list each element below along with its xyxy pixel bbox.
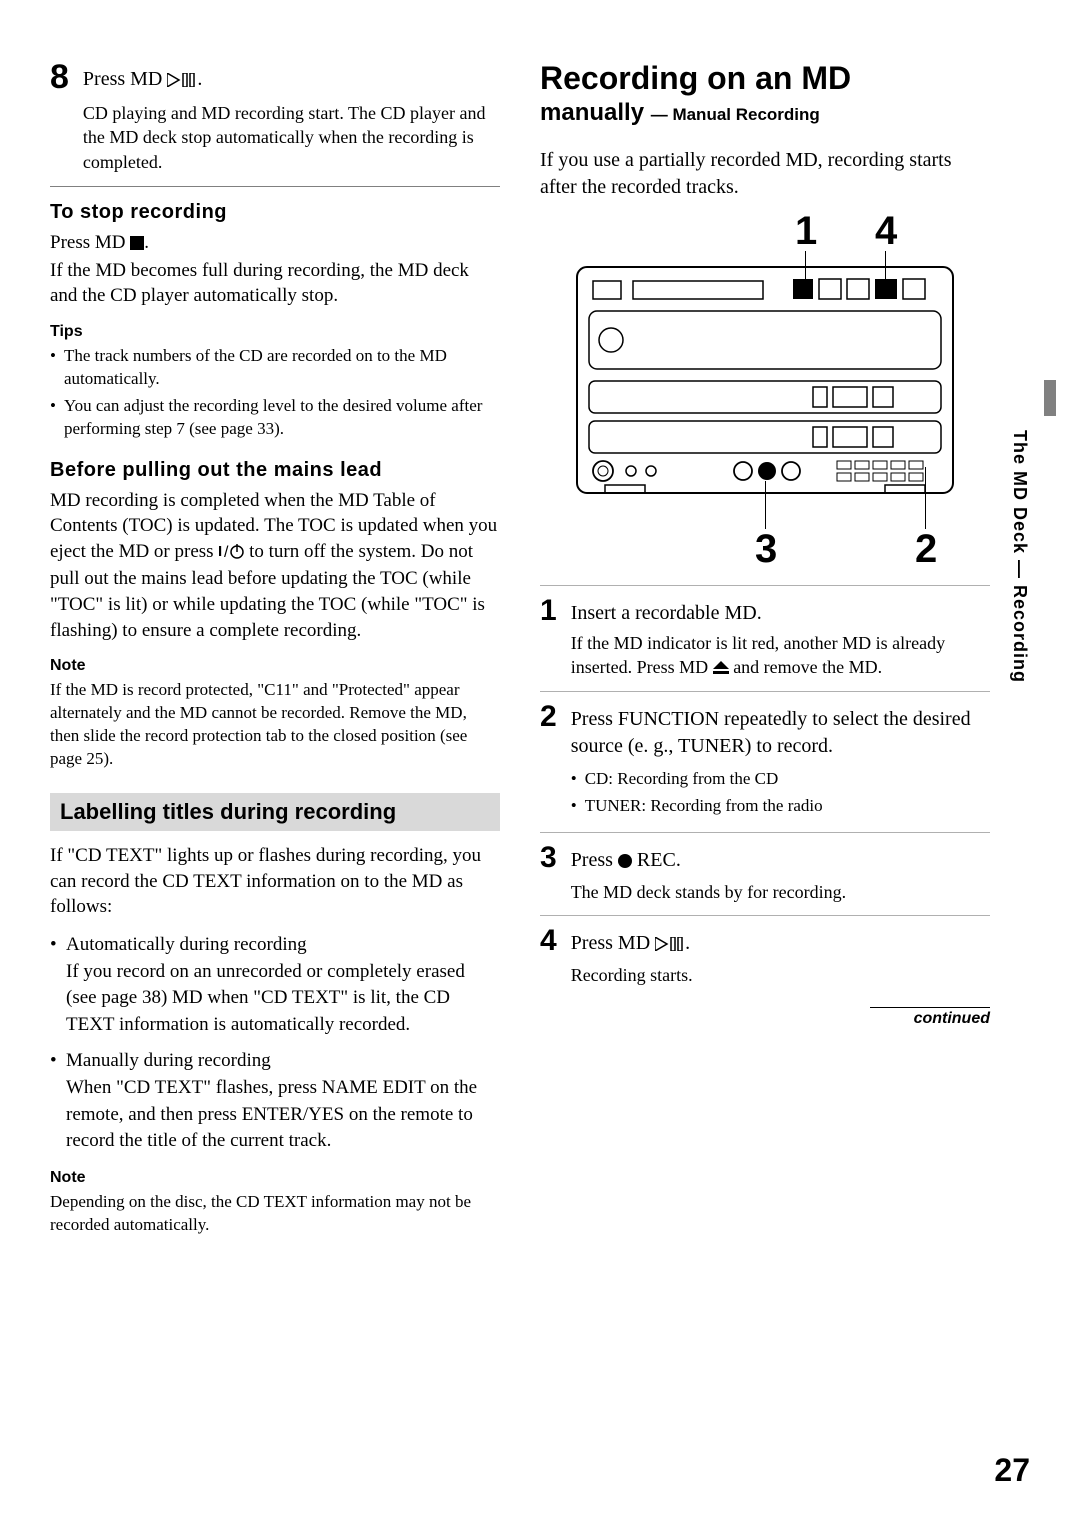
step-r1-number: 1 bbox=[540, 596, 557, 682]
side-section-label: The MD Deck — Recording bbox=[1009, 430, 1030, 683]
page-content: 8 Press MD . CD playing and MD recording… bbox=[50, 60, 1030, 1237]
step-r4-detail: Recording starts. bbox=[571, 963, 693, 987]
note-1-heading: Note bbox=[50, 657, 500, 675]
step-r2-action: Press FUNCTION repeatedly to select the … bbox=[571, 706, 990, 760]
rule-r3 bbox=[540, 832, 990, 833]
stop-press-prefix: Press MD bbox=[50, 232, 130, 253]
step-r1-action: Insert a recordable MD. bbox=[571, 600, 990, 627]
step-r1: 1 Insert a recordable MD. If the MD indi… bbox=[540, 596, 990, 682]
step-r1-detail: If the MD indicator is lit red, another … bbox=[571, 631, 990, 682]
callout-3: 3 bbox=[755, 527, 777, 572]
eject-icon bbox=[713, 657, 729, 681]
step-r2-body: Press FUNCTION repeatedly to select the … bbox=[571, 702, 990, 822]
step-8-action: Press MD . bbox=[83, 66, 500, 95]
labelling-item-2-body: When "CD TEXT" flashes, press NAME EDIT … bbox=[66, 1077, 477, 1151]
step-r3-action: Press REC. bbox=[571, 847, 846, 876]
svg-text:I: I bbox=[218, 543, 222, 559]
step-8: 8 Press MD . CD playing and MD recording… bbox=[50, 60, 500, 174]
step-r3-number: 3 bbox=[540, 843, 557, 904]
step-r2-bullets: CD: Recording from the CD TUNER: Recordi… bbox=[571, 768, 990, 818]
stop-press-suffix: . bbox=[144, 232, 149, 253]
step-r4: 4 Press MD . Recording starts. bbox=[540, 926, 990, 987]
labelling-intro: If "CD TEXT" lights up or flashes during… bbox=[50, 843, 500, 920]
labelling-item-2-lead: Manually during recording bbox=[66, 1050, 271, 1071]
page-number: 27 bbox=[994, 1452, 1030, 1489]
sub-title-bold: manually bbox=[540, 99, 644, 126]
tips-list: The track numbers of the CD are recorded… bbox=[50, 345, 500, 441]
step-r4-action-suffix: . bbox=[685, 932, 690, 954]
step-r4-action-prefix: Press MD bbox=[571, 932, 655, 954]
rule-r2 bbox=[540, 691, 990, 692]
rule-r1 bbox=[540, 585, 990, 586]
side-tab-marker bbox=[1044, 380, 1056, 416]
step-r4-action: Press MD . bbox=[571, 930, 693, 959]
step-r3-action-mid: REC. bbox=[632, 849, 681, 871]
step-r4-body: Press MD . Recording starts. bbox=[571, 926, 693, 987]
step-8-number: 8 bbox=[50, 60, 69, 174]
right-column: Recording on an MD manually — Manual Rec… bbox=[540, 60, 990, 1237]
main-title: Recording on an MD bbox=[540, 60, 990, 97]
callout-4: 4 bbox=[875, 209, 897, 254]
before-mains-heading: Before pulling out the mains lead bbox=[50, 459, 500, 482]
tips-heading: Tips bbox=[50, 323, 500, 341]
power-icon: I/ bbox=[218, 541, 244, 567]
tip-item-1: The track numbers of the CD are recorded… bbox=[50, 345, 500, 391]
step-r2-bullet-1: CD: Recording from the CD bbox=[571, 768, 990, 791]
labelling-item-2: Manually during recording When "CD TEXT"… bbox=[50, 1048, 500, 1154]
tip-item-2: You can adjust the recording level to th… bbox=[50, 395, 500, 441]
step-r3: 3 Press REC. The MD deck stands by for r… bbox=[540, 843, 990, 904]
svg-text:/: / bbox=[224, 544, 229, 559]
stop-icon bbox=[130, 232, 144, 258]
step-8-body: Press MD . CD playing and MD recording s… bbox=[83, 60, 500, 174]
sub-title: manually — Manual Recording bbox=[540, 99, 990, 127]
step-8-action-prefix: Press MD bbox=[83, 68, 167, 90]
play-pause-icon-2 bbox=[655, 932, 685, 959]
sub-title-em: — Manual Recording bbox=[651, 105, 820, 124]
right-intro: If you use a partially recorded MD, reco… bbox=[540, 147, 990, 201]
before-mains-body: MD recording is completed when the MD Ta… bbox=[50, 488, 500, 644]
device-diagram: 1 4 3 2 bbox=[555, 215, 975, 575]
step-r2: 2 Press FUNCTION repeatedly to select th… bbox=[540, 702, 990, 822]
step-8-detail: CD playing and MD recording start. The C… bbox=[83, 101, 500, 174]
step-8-action-suffix: . bbox=[197, 68, 202, 90]
note-2-body: Depending on the disc, the CD TEXT infor… bbox=[50, 1191, 500, 1237]
rule-1 bbox=[50, 186, 500, 187]
step-r1-body: Insert a recordable MD. If the MD indica… bbox=[571, 596, 990, 682]
note-2-heading: Note bbox=[50, 1169, 500, 1187]
rule-r4 bbox=[540, 915, 990, 916]
play-pause-icon bbox=[167, 68, 197, 95]
step-r3-body: Press REC. The MD deck stands by for rec… bbox=[571, 843, 846, 904]
callout-1: 1 bbox=[795, 209, 817, 254]
callout-2: 2 bbox=[915, 527, 937, 572]
step-r4-number: 4 bbox=[540, 926, 557, 987]
note-1-body: If the MD is record protected, "C11" and… bbox=[50, 679, 500, 771]
record-icon bbox=[618, 849, 632, 876]
continued-label: continued bbox=[870, 1007, 990, 1028]
labelling-item-1-body: If you record on an unrecorded or comple… bbox=[66, 961, 465, 1035]
labelling-item-1-lead: Automatically during recording bbox=[66, 934, 307, 955]
stop-body: If the MD becomes full during recording,… bbox=[50, 258, 500, 309]
labelling-item-1: Automatically during recording If you re… bbox=[50, 932, 500, 1038]
step-r1-detail-suffix: and remove the MD. bbox=[729, 657, 882, 677]
step-r3-action-prefix: Press bbox=[571, 849, 618, 871]
stop-recording-heading: To stop recording bbox=[50, 201, 500, 224]
labelling-heading: Labelling titles during recording bbox=[50, 793, 500, 831]
stop-press-line: Press MD . bbox=[50, 230, 500, 258]
right-steps: 1 Insert a recordable MD. If the MD indi… bbox=[540, 596, 990, 987]
step-r3-detail: The MD deck stands by for recording. bbox=[571, 880, 846, 904]
device-illustration bbox=[575, 265, 955, 495]
step-r2-bullet-2: TUNER: Recording from the radio bbox=[571, 795, 990, 818]
labelling-list: Automatically during recording If you re… bbox=[50, 932, 500, 1155]
left-column: 8 Press MD . CD playing and MD recording… bbox=[50, 60, 500, 1237]
step-r2-number: 2 bbox=[540, 702, 557, 822]
